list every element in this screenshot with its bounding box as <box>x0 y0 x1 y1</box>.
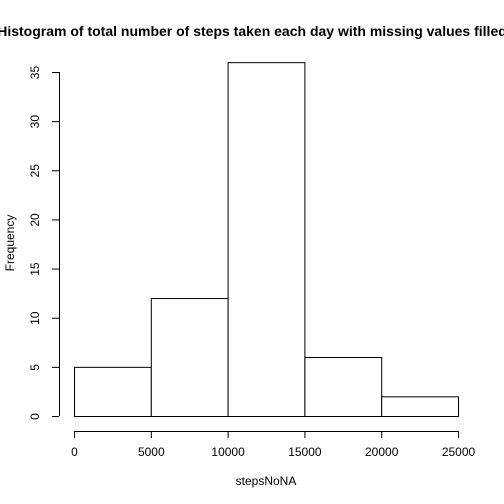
y-tick-label-5: 25 <box>28 164 42 178</box>
histogram-bar-3 <box>304 357 383 417</box>
y-tick-label-0: 0 <box>28 413 42 420</box>
histogram-bars <box>74 62 460 418</box>
histogram-bar-1 <box>150 298 229 417</box>
y-tick-label-2: 10 <box>28 311 42 325</box>
x-tick-label-0: 0 <box>71 445 78 459</box>
chart-title: Histogram of total number of steps taken… <box>0 23 504 39</box>
x-axis-label: stepsNoNA <box>236 474 297 488</box>
y-tick-label-6: 30 <box>28 115 42 129</box>
histogram-bar-4 <box>381 396 460 418</box>
y-axis: 0 5 10 15 20 25 30 35 <box>28 66 60 420</box>
histogram-bar-2 <box>227 62 306 418</box>
x-axis: 0 5000 10000 15000 20000 25000 <box>71 431 476 459</box>
x-tick-label-5: 25000 <box>442 445 476 459</box>
x-tick-label-4: 20000 <box>365 445 399 459</box>
x-tick-label-3: 15000 <box>288 445 322 459</box>
x-tick-label-1: 5000 <box>138 445 165 459</box>
histogram-bar-0 <box>74 366 152 418</box>
y-tick-label-1: 5 <box>28 364 42 371</box>
y-tick-label-4: 20 <box>28 213 42 227</box>
y-tick-label-7: 35 <box>28 66 42 80</box>
y-tick-label-3: 15 <box>28 262 42 276</box>
y-axis-label: Frequency <box>3 215 17 272</box>
x-tick-label-2: 10000 <box>211 445 245 459</box>
